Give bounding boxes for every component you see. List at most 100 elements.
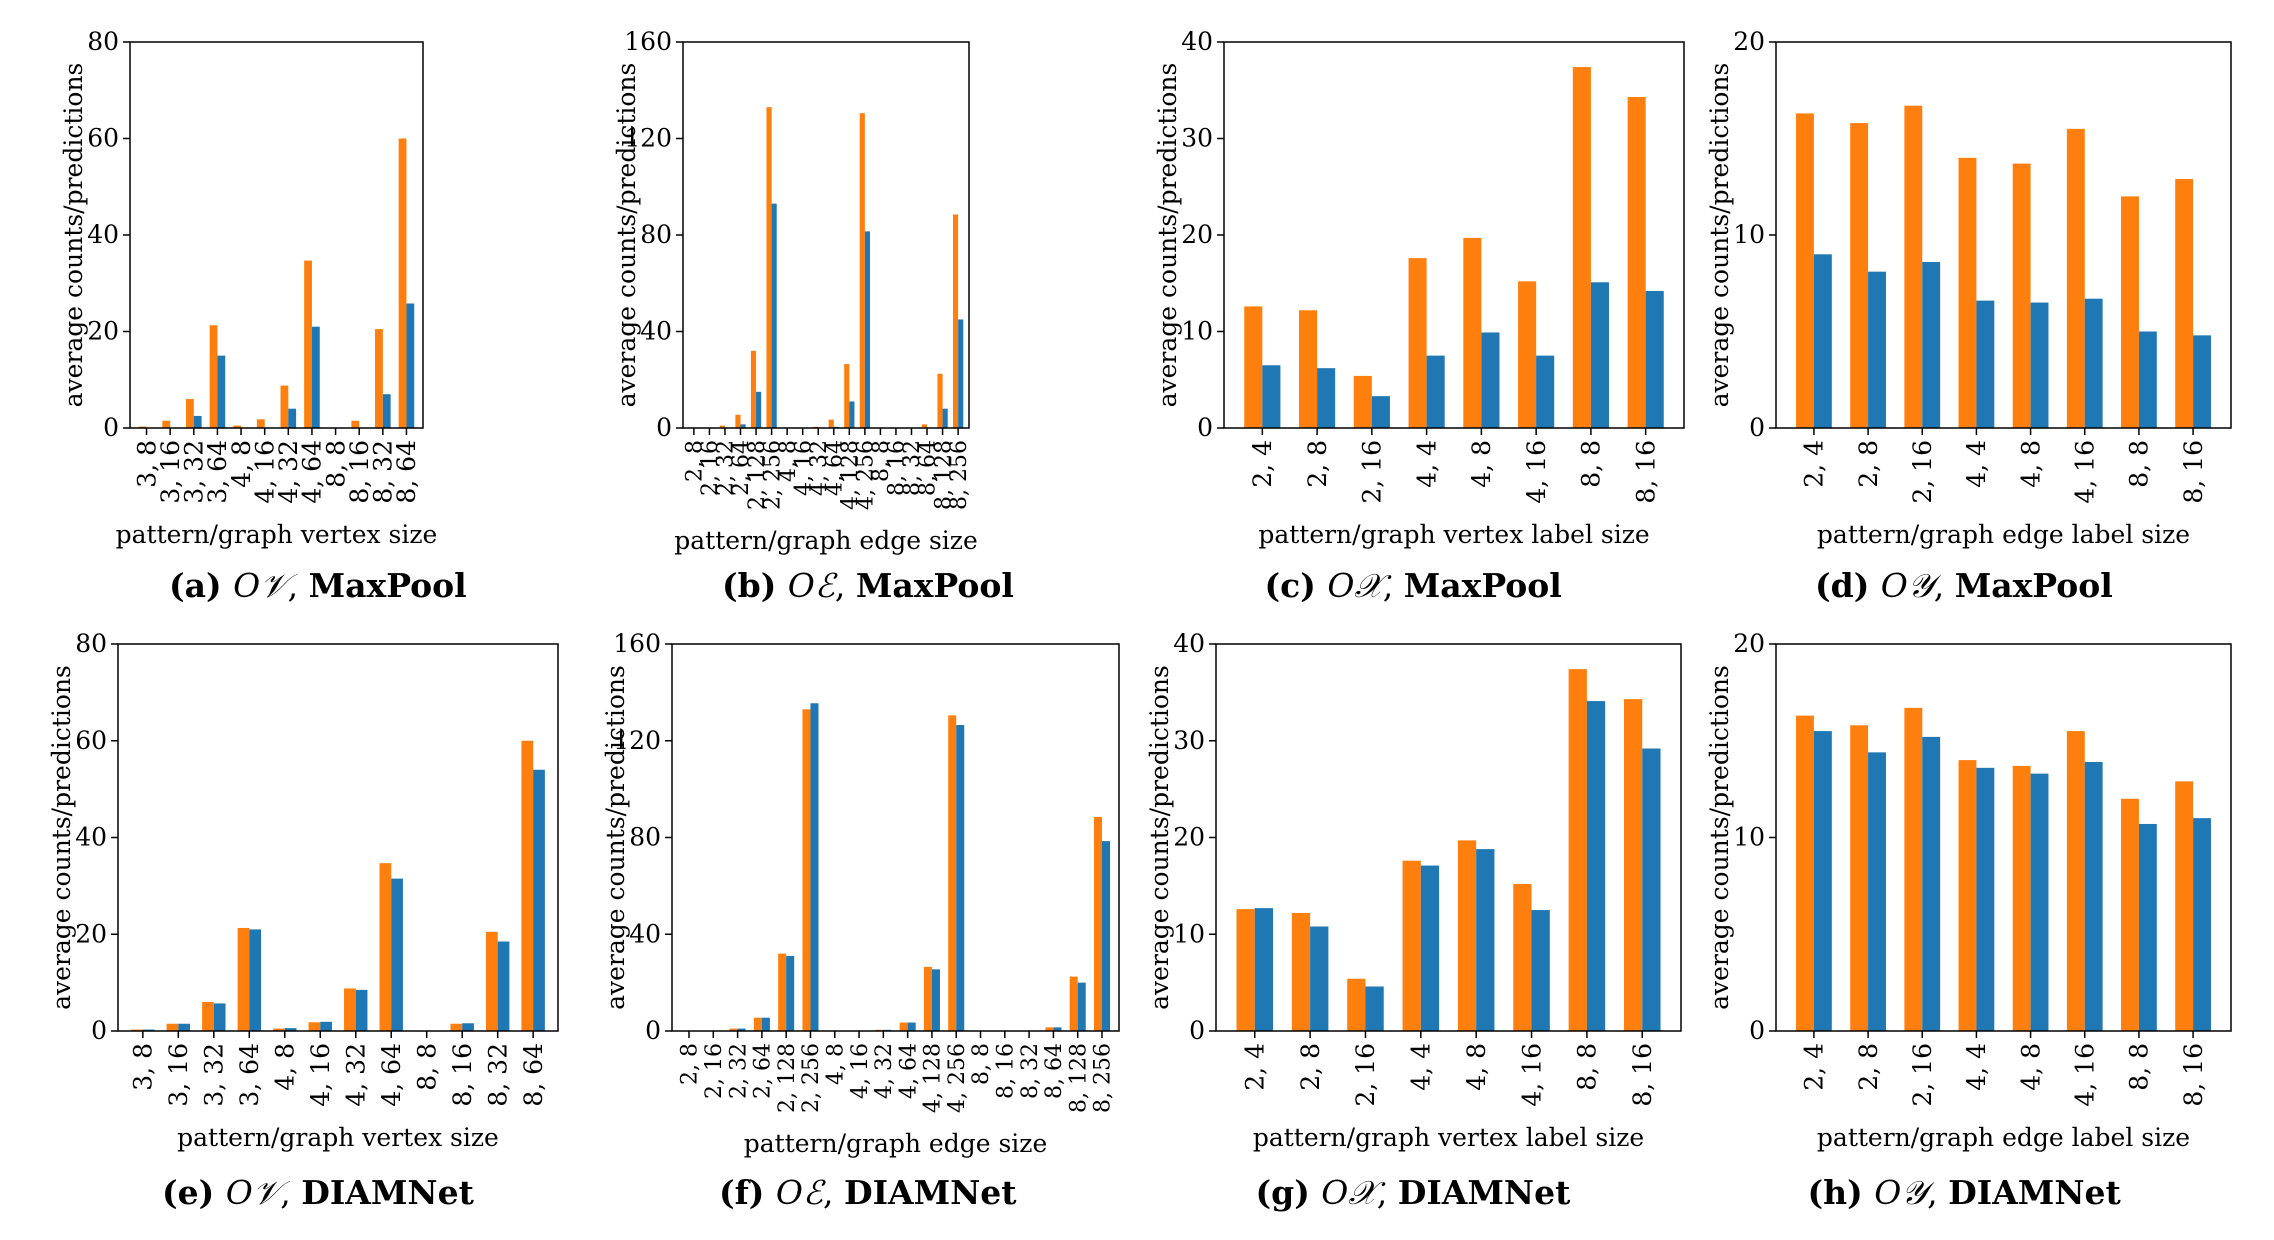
y-axis-label: average counts/predictions: [1705, 63, 1734, 408]
bar-c-predictions-2: [1371, 396, 1390, 428]
bar-d-predictions-4: [2030, 302, 2049, 428]
x-tick-label: 4, 256: [854, 440, 879, 510]
bar-d-counts-4: [2012, 163, 2031, 428]
y-tick-label: 10: [1733, 220, 1765, 249]
bar-a-predictions-6: [288, 408, 297, 428]
bar-b-counts-16: [937, 373, 943, 428]
caption-model: MaxPool: [855, 566, 1014, 605]
y-axis-label: average counts/predictions: [1705, 665, 1734, 1010]
caption-symbol: O𝒱: [225, 1173, 281, 1212]
bar-a-counts-1: [162, 420, 171, 428]
x-tick-label: 2, 32: [714, 440, 739, 496]
bar-h-counts-2: [1904, 707, 1923, 1031]
bar-e-counts-10: [485, 931, 498, 1031]
x-axis-label: pattern/graph vertex label size: [1258, 520, 1649, 549]
y-tick-label: 0: [656, 413, 672, 442]
caption-model: DIAMNet: [843, 1173, 1017, 1212]
y-tick-label: 60: [75, 726, 107, 755]
bar-f-predictions-4: [786, 956, 795, 1031]
caption-tag: (g): [1255, 1173, 1322, 1212]
x-tick-label: 4, 64: [822, 440, 847, 496]
y-tick-label: 20: [1173, 823, 1205, 852]
bar-g-counts-1: [1291, 912, 1311, 1031]
bar-a-predictions-7: [311, 326, 320, 428]
bar-d-predictions-6: [2138, 331, 2157, 428]
bar-f-predictions-9: [907, 1022, 916, 1031]
bar-g-predictions-6: [1586, 701, 1606, 1031]
x-tick-label: 8, 128: [1066, 1043, 1091, 1113]
x-tick-label: 2, 4: [1241, 1043, 1270, 1091]
bar-c-counts-6: [1572, 67, 1591, 428]
x-tick-label: 4, 8: [1462, 1043, 1491, 1091]
bar-h-predictions-6: [2138, 823, 2157, 1031]
bar-b-predictions-5: [771, 203, 777, 428]
x-tick-label: 2, 64: [751, 1043, 776, 1099]
x-tick-label: 4, 32: [274, 440, 303, 504]
y-tick-label: 120: [624, 124, 672, 153]
bar-e-predictions-6: [355, 989, 368, 1031]
bar-a-counts-11: [398, 138, 407, 428]
x-tick-label: 2, 256: [799, 1043, 824, 1113]
x-tick-label: 4, 16: [848, 1043, 873, 1099]
bar-e-predictions-4: [284, 1028, 297, 1031]
bar-a-predictions-2: [193, 415, 202, 428]
bar-g-counts-0: [1236, 909, 1255, 1031]
bar-f-predictions-3: [761, 1017, 770, 1031]
plot-frame: [117, 643, 559, 1032]
y-tick-label: 0: [1749, 413, 1765, 442]
y-tick-label: 0: [1189, 1016, 1205, 1045]
y-tick-label: 160: [613, 629, 661, 658]
bar-d-predictions-7: [2193, 335, 2211, 428]
bar-b-predictions-16: [942, 408, 948, 428]
bar-h-counts-6: [2121, 798, 2139, 1031]
bar-f-counts-10: [923, 966, 932, 1031]
y-tick-label: 0: [645, 1016, 661, 1045]
bar-b-counts-9: [828, 419, 834, 428]
x-tick-label: 4, 8: [1467, 440, 1496, 488]
x-tick-label: 4, 32: [807, 440, 832, 496]
bar-g-predictions-4: [1476, 849, 1495, 1031]
x-tick-label: 2, 8: [678, 1043, 703, 1085]
bar-d-predictions-3: [1976, 300, 1995, 428]
x-tick-label: 8, 64: [916, 440, 941, 496]
bar-b-counts-11: [859, 113, 865, 429]
bar-g-predictions-2: [1365, 986, 1384, 1031]
x-tick-label: 4, 4: [1407, 1043, 1436, 1091]
bar-b-predictions-4: [756, 391, 762, 428]
bar-a-predictions-3: [217, 355, 226, 429]
x-tick-label: 4, 128: [838, 440, 863, 510]
caption-symbol: O𝒴: [1880, 566, 1934, 605]
x-tick-label: 8, 8: [1577, 440, 1606, 488]
caption-symbol: O𝒳: [1327, 566, 1383, 605]
x-tick-label: 2, 8: [1854, 1043, 1883, 1091]
chart-caption-d: (d) O𝒴, MaxPool: [1815, 566, 2113, 605]
bar-f-predictions-16: [1077, 982, 1086, 1032]
bar-f-counts-15: [1045, 1027, 1054, 1031]
x-tick-label: 2, 8: [1296, 1043, 1325, 1091]
x-tick-label: 2, 16: [702, 1043, 727, 1099]
bar-d-counts-0: [1796, 113, 1814, 428]
x-axis-label: pattern/graph vertex label size: [1253, 1123, 1644, 1152]
x-tick-label: 4, 32: [872, 1043, 897, 1099]
x-tick-label: 8, 16: [2179, 440, 2208, 504]
bar-h-predictions-3: [1976, 767, 1995, 1031]
y-tick-label: 0: [1197, 413, 1213, 442]
bar-g-predictions-7: [1642, 748, 1661, 1031]
x-tick-label: 8, 16: [994, 1043, 1019, 1099]
bar-g-predictions-3: [1420, 865, 1440, 1031]
bar-c-predictions-4: [1481, 332, 1500, 428]
x-tick-label: 4, 16: [250, 440, 279, 504]
x-tick-label: 2, 16: [1358, 440, 1387, 504]
bar-h-predictions-0: [1813, 731, 1832, 1031]
x-tick-label: 8, 32: [900, 440, 925, 496]
bar-e-counts-1: [166, 1023, 179, 1031]
bar-b-counts-3: [735, 414, 741, 428]
bar-f-predictions-11: [956, 725, 965, 1031]
bar-e-predictions-10: [497, 941, 510, 1031]
caption-model: DIAMNet: [1948, 1173, 2121, 1212]
bar-a-counts-9: [351, 420, 360, 428]
bar-b-counts-4: [750, 350, 757, 428]
caption-model: MaxPool: [308, 566, 467, 605]
x-tick-label: 4, 64: [298, 440, 327, 504]
bar-b-counts-17: [952, 214, 959, 428]
